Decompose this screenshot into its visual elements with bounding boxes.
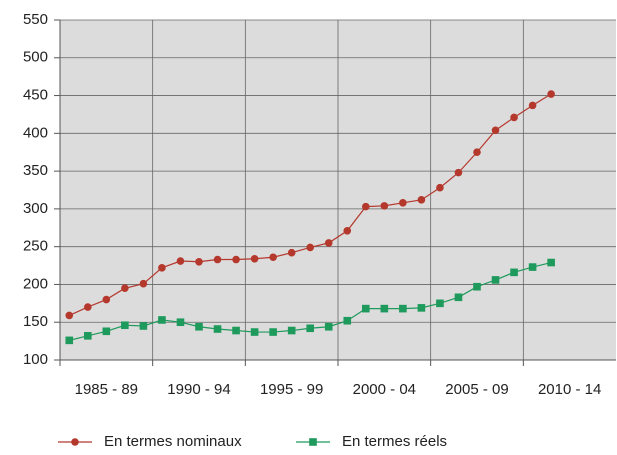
y-tick-label: 250 bbox=[23, 238, 48, 255]
data-point bbox=[232, 326, 240, 335]
y-tick-label: 450 bbox=[23, 87, 48, 104]
y-tick-label: 550 bbox=[23, 11, 48, 28]
data-point bbox=[362, 202, 370, 211]
data-point bbox=[473, 282, 481, 291]
data-point bbox=[306, 243, 315, 252]
data-point bbox=[102, 327, 111, 336]
data-point bbox=[121, 321, 129, 330]
data-point bbox=[176, 257, 185, 265]
data-point bbox=[250, 328, 259, 336]
data-point bbox=[195, 322, 203, 331]
x-tick-label: 1985 - 89 bbox=[75, 381, 138, 398]
data-point bbox=[547, 258, 555, 267]
x-tick-label: 1990 - 94 bbox=[167, 381, 230, 398]
data-point bbox=[473, 148, 481, 157]
data-point bbox=[269, 328, 277, 336]
data-point bbox=[528, 101, 537, 110]
data-point bbox=[232, 255, 240, 264]
legend-label: En termes réels bbox=[342, 433, 447, 450]
x-tick-label: 2005 - 09 bbox=[445, 381, 508, 398]
data-point bbox=[158, 316, 166, 324]
data-point bbox=[343, 316, 352, 325]
data-point bbox=[491, 126, 500, 135]
x-tick-label: 2010 - 14 bbox=[538, 381, 601, 398]
y-tick-label: 350 bbox=[23, 162, 48, 179]
legend-marker bbox=[71, 438, 79, 446]
data-point bbox=[287, 326, 296, 335]
y-tick-label: 500 bbox=[23, 49, 48, 66]
x-tick-label: 2000 - 04 bbox=[353, 381, 416, 398]
data-point bbox=[343, 227, 352, 235]
data-point bbox=[380, 202, 389, 210]
data-point bbox=[454, 293, 463, 302]
data-point bbox=[65, 336, 74, 345]
data-point bbox=[213, 255, 222, 264]
y-tick-label: 150 bbox=[23, 313, 48, 330]
data-point bbox=[510, 268, 518, 277]
data-point bbox=[84, 332, 92, 340]
data-point bbox=[139, 322, 148, 330]
data-point bbox=[250, 254, 259, 263]
data-point bbox=[491, 276, 500, 284]
data-point bbox=[139, 279, 148, 288]
legend-label: En termes nominaux bbox=[104, 433, 242, 450]
data-point bbox=[362, 304, 370, 313]
data-point bbox=[213, 325, 222, 333]
data-point bbox=[269, 253, 277, 262]
data-point bbox=[417, 196, 426, 204]
x-tick-label: 1995 - 99 bbox=[260, 381, 323, 398]
data-point bbox=[176, 318, 185, 327]
data-point bbox=[84, 303, 92, 311]
y-tick-label: 200 bbox=[23, 275, 48, 292]
data-point bbox=[306, 324, 314, 333]
data-point bbox=[436, 299, 444, 308]
data-point bbox=[287, 248, 296, 257]
data-point bbox=[399, 304, 407, 313]
data-point bbox=[380, 304, 389, 313]
data-point bbox=[65, 311, 74, 320]
y-tick-label: 400 bbox=[23, 124, 48, 141]
data-point bbox=[324, 322, 333, 331]
data-point bbox=[195, 257, 203, 266]
data-point bbox=[158, 264, 166, 272]
y-tick-label: 100 bbox=[23, 351, 48, 368]
data-point bbox=[324, 239, 333, 247]
data-point bbox=[528, 263, 537, 271]
data-point bbox=[417, 304, 426, 312]
data-point bbox=[510, 113, 518, 122]
data-point bbox=[121, 284, 129, 293]
data-point bbox=[102, 295, 111, 304]
data-point bbox=[547, 90, 555, 98]
legend-marker bbox=[309, 438, 317, 446]
data-point bbox=[454, 168, 463, 177]
data-point bbox=[436, 183, 444, 192]
y-tick-label: 300 bbox=[23, 200, 48, 217]
data-point bbox=[399, 199, 407, 207]
